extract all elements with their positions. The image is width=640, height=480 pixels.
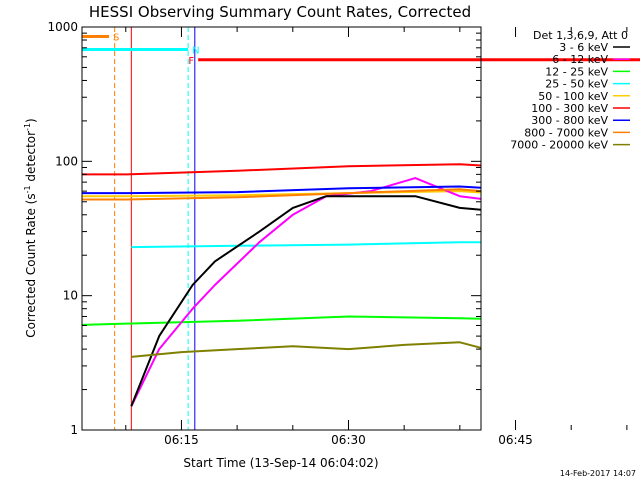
legend-label: 50 - 100 keV: [538, 90, 608, 103]
series-line-1: [130, 177, 481, 407]
y-label-sup1: -1: [23, 185, 32, 193]
series-line-5: [82, 163, 481, 176]
legend-label: 100 - 300 keV: [531, 102, 608, 115]
legend-label: 6 - 12 keV: [552, 53, 608, 66]
series-line-4: [82, 190, 481, 198]
event-markers: [114, 27, 196, 430]
series-line-2: [82, 315, 481, 326]
legend-label: 300 - 800 keV: [531, 114, 608, 127]
series-line-0: [130, 195, 481, 407]
x-axis-label: Start Time (13-Sep-14 06:04:02): [183, 456, 378, 470]
chart-title: HESSI Observing Summary Count Rates, Cor…: [89, 3, 471, 21]
y-tick-label: 1000: [47, 20, 78, 34]
legend-header: Det 1,3,6,9, Att 0: [533, 29, 628, 42]
x-tick-label: 06:15: [164, 433, 199, 447]
flag-label-N: N: [192, 45, 199, 56]
legend-label: 12 - 25 keV: [545, 65, 608, 78]
legend-label: 800 - 7000 keV: [524, 126, 608, 139]
y-label-part3: ): [24, 118, 38, 123]
data-series: [82, 163, 481, 407]
y-label-part2: detector: [24, 131, 38, 186]
series-line-6: [82, 185, 481, 195]
y-label-sup2: -1: [23, 123, 32, 131]
y-tick-label: 100: [55, 154, 78, 168]
y-label-part1: Corrected Count Rate (s: [24, 193, 38, 337]
y-tick-label: 10: [63, 289, 78, 303]
y-axis-label: Corrected Count Rate (s-1 detector-1): [23, 118, 38, 337]
series-line-8: [131, 341, 481, 358]
x-tick-label: 06:30: [331, 433, 366, 447]
legend-label: 3 - 6 keV: [559, 41, 608, 54]
y-tick-label: 1: [70, 423, 78, 437]
flag-label-S: S: [113, 32, 119, 43]
plot-frame: [81, 26, 482, 431]
legend-label: 25 - 50 keV: [545, 78, 608, 91]
x-tick-label: 06:45: [498, 433, 533, 447]
legend-label: 7000 - 20000 keV: [510, 139, 608, 152]
flag-bars: S NF: [82, 32, 640, 67]
series-line-3: [131, 241, 481, 249]
footer-timestamp: 14-Feb-2017 14:07: [560, 469, 636, 478]
series-line-7: [82, 188, 481, 201]
flag-label-F: F: [188, 56, 194, 67]
